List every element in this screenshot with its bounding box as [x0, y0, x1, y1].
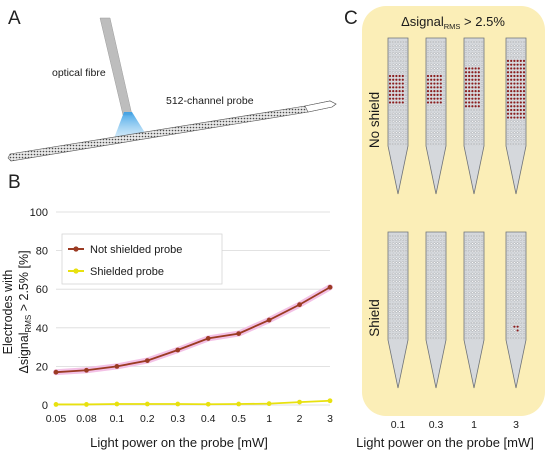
panel-letter-a: A — [8, 8, 21, 29]
row-label-shield: Shield — [367, 299, 382, 337]
series-1-point-3 — [144, 401, 150, 407]
x-tick-1: 0.08 — [76, 413, 97, 425]
x-tick-7: 1 — [266, 413, 272, 425]
y-axis-label-sub: RMS — [24, 315, 33, 333]
panel-c-title-main: Δsignal — [401, 14, 444, 29]
series-0-point-8 — [297, 302, 302, 308]
y-axis-label-line1: Electrodes with — [1, 270, 15, 355]
c-x-tick-1: 0.3 — [429, 419, 444, 431]
probe-r1-c0 — [387, 231, 409, 389]
series-1-point-1 — [84, 402, 89, 407]
series-0-point-3 — [144, 358, 150, 364]
y-tick-labels: 0 20 40 60 80 100 — [30, 207, 48, 412]
y-tick-0: 0 — [42, 400, 48, 412]
series-1-point-8 — [297, 399, 302, 405]
series-0-point-9 — [327, 284, 333, 290]
series-line-0 — [55, 286, 331, 374]
probe-r0-c3 — [505, 37, 527, 195]
c-x-tick-2: 1 — [471, 419, 477, 431]
panel-c-title-sub: RMS — [444, 22, 461, 31]
panel-letter-b: B — [8, 172, 21, 193]
panel-letter-c: C — [344, 8, 358, 29]
series-1-point-2 — [114, 401, 120, 407]
x-tick-3: 0.2 — [140, 413, 155, 425]
probe-r0-c1 — [425, 37, 447, 195]
panel-c-title-rest: > 2.5% — [460, 14, 505, 29]
row-label-no-shield: No shield — [367, 92, 382, 148]
x-tick-2: 0.1 — [110, 413, 125, 425]
panel-c-title: ΔsignalRMS > 2.5% — [401, 14, 505, 31]
probe-r1-c3 — [505, 231, 527, 389]
series-line-1 — [56, 399, 331, 406]
series-0-point-0 — [53, 369, 59, 375]
fibre-label: optical fibre — [52, 67, 106, 79]
x-tick-5: 0.4 — [201, 413, 216, 425]
c-x-tick-0: 0.1 — [391, 419, 406, 431]
series-1-point-4 — [175, 401, 181, 407]
x-tick-8: 2 — [297, 413, 303, 425]
legend-label-not-shielded: Not shielded probe — [90, 244, 182, 256]
series-1-point-7 — [266, 401, 272, 407]
panel-c: ΔsignalRMS > 2.5% No shield Shield 0.1 0.… — [356, 6, 545, 450]
probe-r0-c0 — [387, 37, 409, 195]
legend: Not shielded probe Shielded probe — [61, 233, 223, 285]
probe-r0-c2 — [463, 37, 485, 195]
y-tick-4: 80 — [36, 246, 48, 258]
y-tick-3: 60 — [36, 284, 48, 296]
series-error-band-0 — [53, 284, 333, 376]
probe-label: 512-channel probe — [166, 95, 254, 107]
y-tick-1: 20 — [36, 361, 48, 373]
probe-r1-c2 — [463, 231, 485, 389]
series-1-point-9 — [327, 398, 333, 404]
series-layer — [53, 284, 333, 407]
c-x-tick-labels: 0.1 0.3 1 3 — [391, 419, 519, 431]
series-1-point-6 — [236, 401, 242, 407]
x-tick-9: 3 — [327, 413, 333, 425]
series-0-point-6 — [236, 331, 242, 336]
x-tick-0: 0.05 — [46, 413, 67, 425]
legend-label-shielded: Shielded probe — [90, 266, 164, 278]
y-axis-label-line2: ΔsignalRMS > 2.5% [%] — [17, 250, 33, 373]
y-axis-label: Electrodes with ΔsignalRMS > 2.5% [%] — [1, 250, 33, 373]
y-tick-5: 100 — [30, 207, 48, 219]
probe-r1-c1 — [425, 231, 447, 389]
series-1-point-0 — [53, 402, 59, 407]
probe-shank — [7, 100, 337, 162]
x-tick-labels: 0.05 0.08 0.1 0.2 0.3 0.4 0.5 1 2 3 — [46, 413, 333, 425]
x-tick-6: 0.5 — [231, 413, 246, 425]
probe-grid — [387, 37, 527, 389]
series-0-point-1 — [84, 367, 89, 373]
legend-marker-shielded — [73, 268, 79, 274]
series-0-point-4 — [175, 347, 181, 353]
x-tick-4: 0.3 — [170, 413, 185, 425]
legend-marker-not-shielded — [73, 246, 79, 252]
y-axis-label-main: Δsignal — [17, 333, 31, 374]
series-0-point-7 — [266, 317, 272, 323]
series-1-point-5 — [205, 401, 211, 407]
legend-box — [61, 233, 223, 285]
probe-tip — [304, 100, 337, 113]
series-0-point-5 — [205, 336, 211, 341]
c-x-tick-3: 3 — [513, 419, 519, 431]
series-0-point-2 — [114, 364, 120, 369]
x-axis-label: Light power on the probe [mW] — [90, 435, 268, 450]
c-x-axis-label: Light power on the probe [mW] — [356, 435, 534, 450]
y-tick-2: 40 — [36, 323, 48, 335]
panel-a-illustration: optical fibre 512-channel probe — [7, 17, 337, 162]
y-axis-label-rest: > 2.5% [%] — [17, 250, 31, 314]
